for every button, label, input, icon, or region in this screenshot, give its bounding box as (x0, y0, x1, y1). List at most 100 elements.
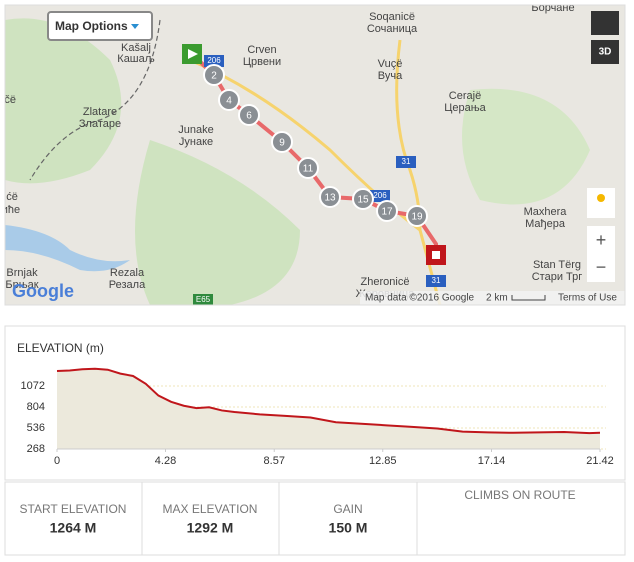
place-label: Rezala (110, 267, 145, 279)
start-icon (188, 49, 198, 59)
fullscreen-button[interactable] (591, 11, 619, 35)
end-icon (432, 251, 440, 259)
place-label: Борчане (531, 2, 574, 14)
waypoint-label: 11 (303, 164, 314, 175)
attribution-bar (360, 291, 625, 305)
place-label: Cerajë (449, 90, 481, 102)
elevation-line (56, 367, 601, 435)
waypoint-label: 17 (381, 207, 393, 218)
zoom-in[interactable]: + (596, 230, 607, 250)
waypoint-label: 15 (357, 195, 369, 206)
terms[interactable]: Terms of Use (558, 293, 617, 304)
waypoint (319, 186, 341, 208)
stat-value: 1292 M (187, 520, 234, 536)
place-label: Вуча (378, 70, 403, 82)
place-label: Crven (247, 44, 276, 56)
place-label: ovićë (0, 191, 18, 203)
place-label: овиће (0, 204, 20, 216)
place-label: Златаре (79, 118, 121, 130)
place-label: Сочаница (367, 23, 418, 35)
stat-label: CLIMBS ON ROUTE (464, 488, 575, 502)
place-label: Брњак (5, 279, 38, 291)
road-label: 31 (432, 276, 441, 285)
place-label: Мађера (525, 218, 566, 230)
map-frame (4, 4, 626, 306)
chart-title: ELEVATION (m) (17, 341, 104, 355)
road-shield (204, 55, 224, 67)
x-tick-label: 0 (54, 455, 60, 467)
place-label: Junake (178, 124, 213, 136)
stat-value: 1264 M (50, 520, 97, 536)
place-label: Zlatare (83, 106, 117, 118)
border (29, 19, 161, 181)
road-label: 206 (207, 56, 221, 65)
stat-label: MAX ELEVATION (163, 502, 258, 516)
google-logo: Google (12, 281, 74, 301)
stat-value: 150 M (329, 520, 368, 536)
map-options-button[interactable] (47, 11, 153, 41)
road-label: 31 (402, 157, 411, 166)
place-label: Kašalj (121, 42, 151, 54)
x-tick-label: 8.57 (264, 455, 285, 467)
place-label: Јунаке (179, 136, 213, 148)
dropdown-arrow (131, 24, 139, 29)
lake (5, 225, 130, 272)
pegman-button[interactable] (587, 188, 615, 218)
map-options-label: Map Options (55, 19, 128, 33)
place-label: Ričë (0, 94, 16, 106)
road-shield (396, 156, 416, 168)
x-tick-label: 4.28 (155, 455, 176, 467)
y-tick-label: 268 (27, 443, 45, 455)
zoom-control[interactable] (587, 226, 615, 282)
waypoint (297, 157, 319, 179)
waypoint-label: 6 (246, 111, 252, 122)
road-label: E65 (196, 295, 211, 304)
waypoint (238, 104, 260, 126)
stats: START ELEVATION 1264 M MAX ELEVATION 1292 M… (4, 481, 626, 556)
scale-bar (511, 295, 546, 301)
x-tick-label: 12.85 (369, 455, 397, 467)
place-label: Црвени (243, 56, 281, 68)
view-3d-button[interactable] (591, 40, 619, 64)
waypoint (218, 89, 240, 111)
waypoint (406, 205, 428, 227)
place-label: Кашаљ (117, 53, 154, 65)
stat-label: GAIN (333, 502, 362, 516)
view-3d-label: 3D (599, 47, 612, 58)
road-label: 206 (373, 191, 387, 200)
place-label: Церања (444, 102, 486, 114)
place-label: Maxhera (524, 206, 568, 218)
place-label: Brnjak (6, 267, 38, 279)
elevation-area (57, 368, 600, 449)
place-label: Резала (109, 279, 146, 291)
zoom-out[interactable]: − (596, 257, 607, 277)
scale-label: 2 km (486, 293, 508, 304)
road-shield (426, 275, 446, 287)
x-tick-label: 21.42 (586, 455, 614, 467)
waypoint (376, 200, 398, 222)
y-tick-label: 1072 (21, 380, 45, 392)
pegman (597, 194, 605, 202)
waypoint (271, 131, 293, 153)
waypoint-label: 13 (324, 193, 336, 204)
place-label: Vuçë (378, 58, 403, 70)
waypoint-label: 2 (211, 71, 217, 82)
attribution: Map data ©2016 Google (365, 293, 475, 304)
road-shield (193, 294, 213, 305)
waypoint-label: 9 (279, 138, 285, 149)
forest (135, 140, 300, 305)
x-tick-label: 17.14 (478, 455, 506, 467)
road-shield (370, 190, 390, 202)
waypoint-label: 19 (411, 212, 423, 223)
y-tick-label: 804 (27, 401, 45, 413)
waypoint (352, 188, 374, 210)
place-label: Стари Трг (532, 271, 583, 283)
stats-panel (4, 481, 626, 556)
forest (5, 18, 122, 184)
waypoint (203, 64, 225, 86)
place-label: Soqanicë (369, 11, 415, 23)
waypoint-label: 4 (226, 96, 232, 107)
